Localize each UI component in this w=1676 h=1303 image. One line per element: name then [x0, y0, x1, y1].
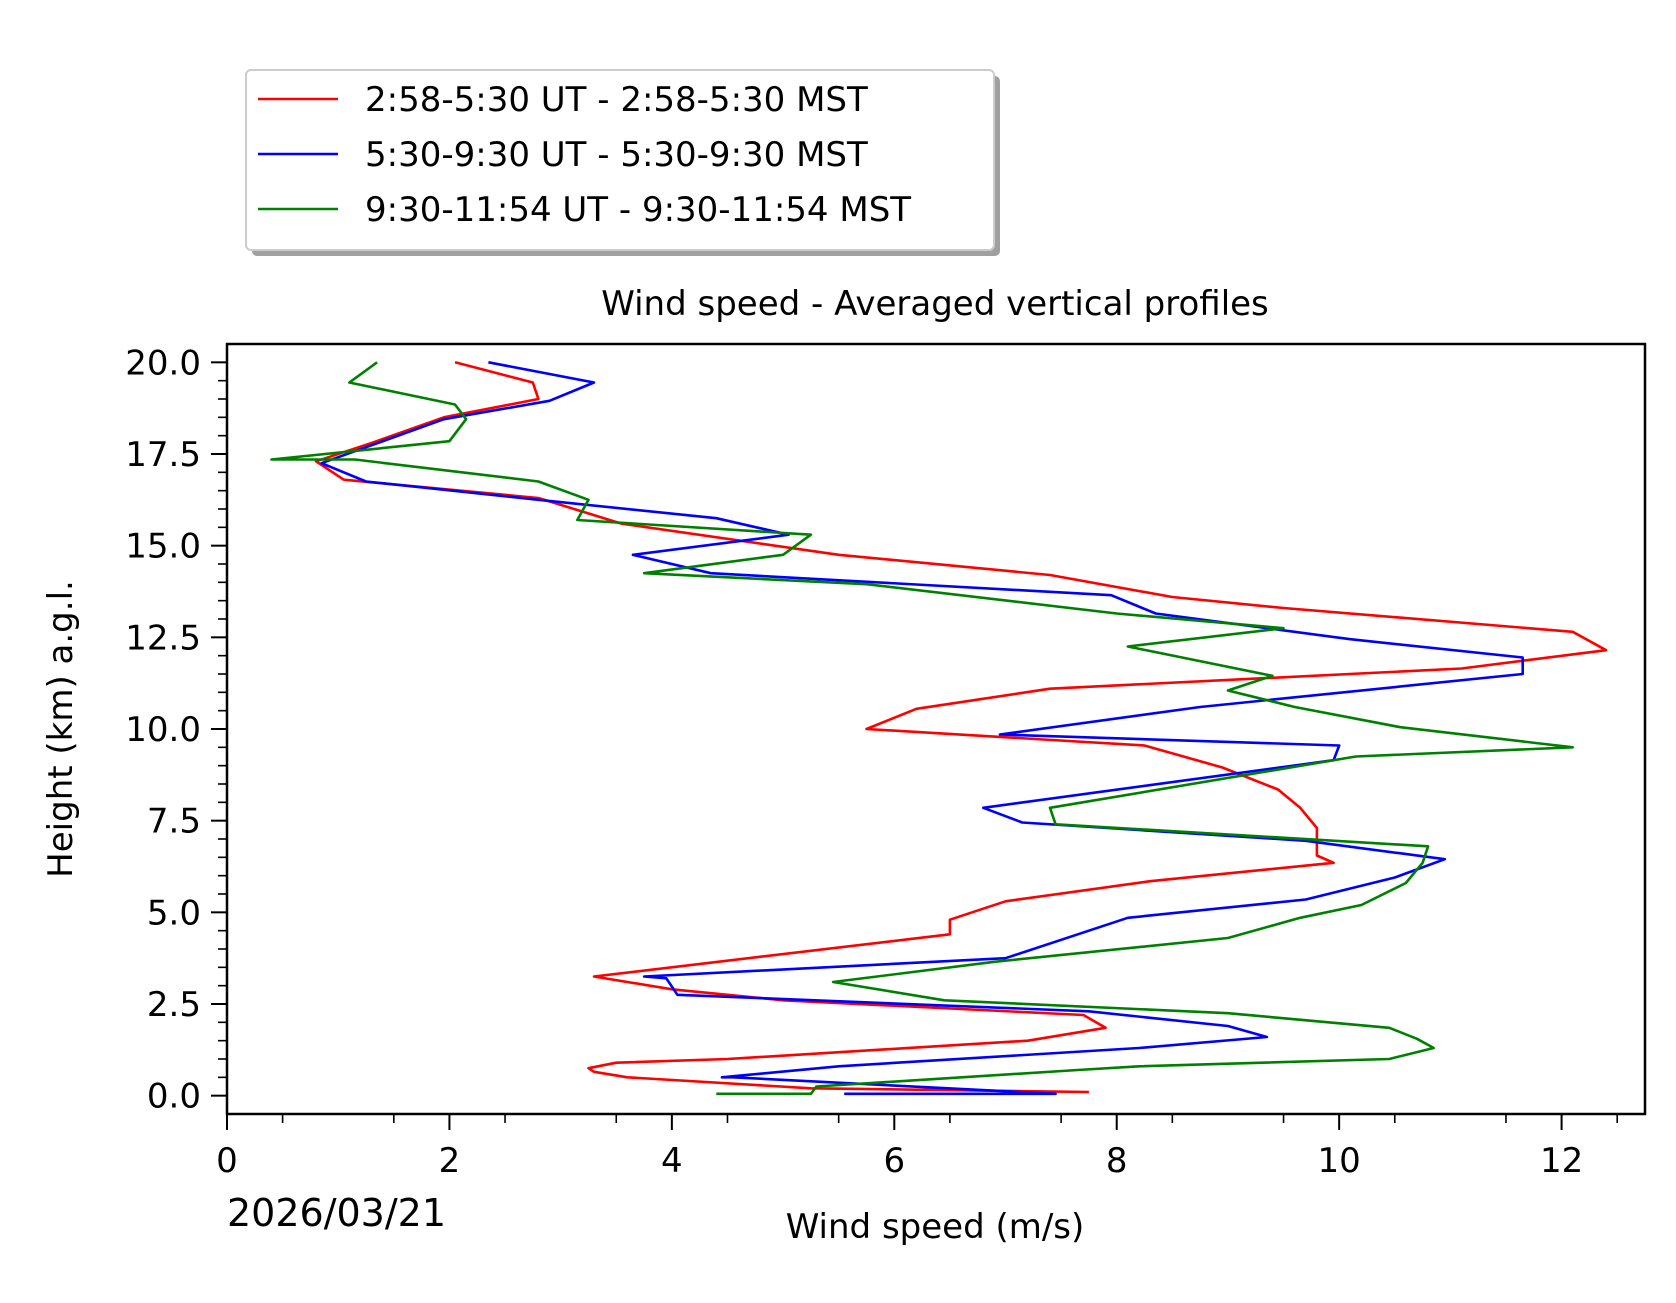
x-tick-label-4: 8: [1106, 1141, 1128, 1181]
chart-title: Wind speed - Averaged vertical profiles: [601, 284, 1269, 324]
legend-box: [245, 69, 995, 251]
y-tick-label-3: 7.5: [147, 802, 201, 842]
x-tick-label-2: 4: [661, 1141, 683, 1181]
x-tick-label-3: 6: [883, 1141, 905, 1181]
x-axis-label: Wind speed (m/s): [786, 1207, 1085, 1247]
y-tick-label-7: 17.5: [125, 435, 201, 475]
x-tick-label-1: 2: [439, 1141, 461, 1181]
series-line-1: [314, 361, 1608, 1094]
x-tick-label-5: 10: [1318, 1141, 1361, 1181]
date-label: 2026/03/21: [227, 1191, 446, 1235]
y-tick-label-8: 20.0: [125, 343, 201, 383]
plot-lines: [270, 361, 1608, 1096]
y-tick-label-2: 5.0: [147, 893, 201, 933]
legend-label-1: 2:58-5:30 UT - 2:58-5:30 MST: [365, 80, 868, 120]
x-tick-label-6: 12: [1540, 1141, 1583, 1181]
y-tick-label-6: 15.0: [125, 527, 201, 567]
series-line-2: [320, 361, 1524, 1096]
y-tick-label-4: 10.0: [125, 710, 201, 750]
legend-entries: 2:58-5:30 UT - 2:58-5:30 MST 5:30-9:30 UT…: [258, 80, 911, 230]
y-tick-label-1: 2.5: [147, 985, 201, 1025]
series-line-3: [270, 361, 1574, 1096]
legend: 2:58-5:30 UT - 2:58-5:30 MST 5:30-9:30 UT…: [245, 69, 1000, 256]
legend-label-2: 5:30-9:30 UT - 5:30-9:30 MST: [365, 135, 868, 175]
y-tick-label-5: 12.5: [125, 618, 201, 658]
legend-label-3: 9:30-11:54 UT - 9:30-11:54 MST: [365, 190, 911, 230]
y-tick-label-0: 0.0: [147, 1077, 201, 1117]
y-axis-label: Height (km) a.g.l.: [41, 580, 81, 878]
y-axis: 0.0 2.5 5.0 7.5 10.0 12.5 15.0 17.5 20.0: [125, 343, 227, 1117]
x-axis: 0 2 4 6 8 10 12: [216, 1114, 1618, 1181]
x-tick-label-0: 0: [216, 1141, 238, 1181]
